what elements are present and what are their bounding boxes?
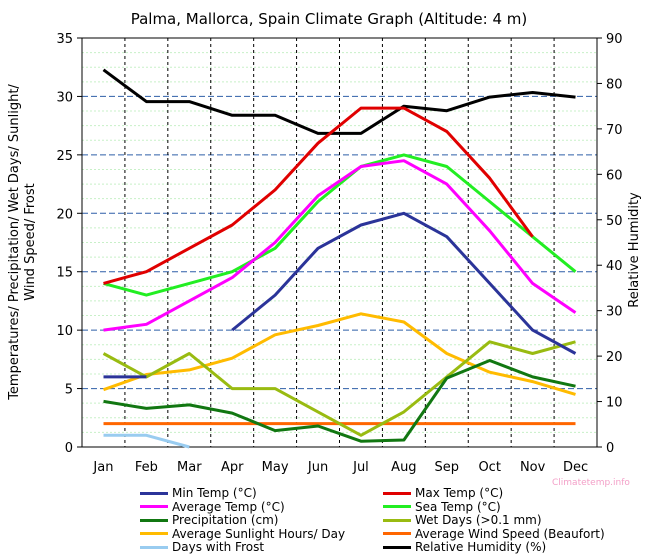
right-tick-label: 30 [606,305,623,320]
x-tick-label: Dec [563,460,588,475]
right-tick-label: 90 [606,32,623,47]
x-tick-label: Jan [92,460,113,475]
left-tick-label: 30 [56,90,73,105]
series-line-wet-days-0-1-mm [102,340,576,437]
y-axis-label-right: Relative Humidity [627,192,642,308]
y-axis-label-left: Temperatures/ Precipitation/ Wet Days/ S… [7,84,38,401]
left-tick-label: 5 [65,383,73,398]
right-tick-label: 80 [606,77,623,92]
series-line-max-temp-c [103,106,534,285]
right-tick-label: 0 [606,441,614,456]
chart-title: Palma, Mallorca, Spain Climate Graph (Al… [131,10,528,28]
x-tick-label: May [262,460,289,475]
watermark: Climatetemp.info [552,478,630,488]
right-tick-label: 50 [606,214,623,229]
x-tick-label: Feb [135,460,158,475]
x-tick-label: Mar [177,460,202,475]
series-line-relative-humidity [102,68,576,135]
plot-frame [81,37,598,448]
left-tick-label: 35 [56,32,73,47]
right-tick-label: 20 [606,350,623,365]
left-tick-label: 25 [56,149,73,164]
series-line-min-temp-c [231,211,577,355]
left-tick-label: 20 [56,207,73,222]
x-tick-label: Nov [520,460,546,475]
series-line-days-with-frost [103,433,190,449]
x-tick-label: Sep [435,460,460,475]
x-tick-label: Jul [352,460,369,475]
right-tick-label: 70 [606,123,623,138]
right-tick-label: 40 [606,259,623,274]
series-line-average-sunlight-hours-day [102,312,576,396]
x-tick-label: Oct [478,460,500,475]
left-tick-label: 15 [56,266,73,281]
left-tick-label: 0 [65,441,73,456]
x-tick-label: Aug [391,460,416,475]
x-tick-label: Jun [307,460,328,475]
series-line-sea-temp-c [103,153,577,297]
right-tick-label: 10 [606,396,623,411]
series-line-precipitation-cm [103,359,576,443]
left-tick-label: 10 [56,324,73,339]
series-line-average-temp-c [103,159,577,332]
x-tick-label: Apr [221,460,244,475]
right-tick-label: 60 [606,168,623,183]
